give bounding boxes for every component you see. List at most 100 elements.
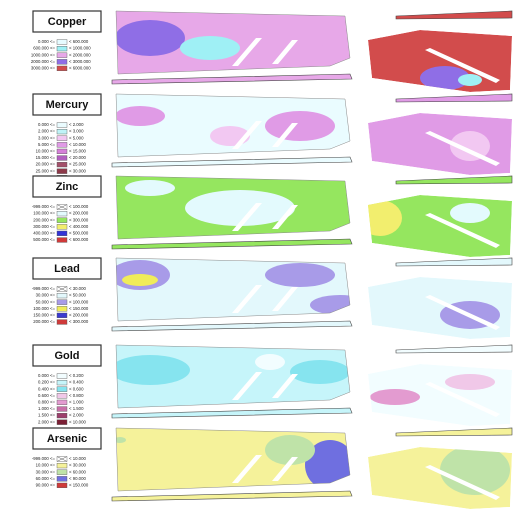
right-map [358, 195, 512, 257]
figure: Copper0.000 <=< 600.000600.000 <=< 1000.… [0, 0, 520, 513]
map-strip [112, 408, 352, 418]
legend-swatch [57, 142, 67, 147]
map-zone [122, 274, 158, 286]
legend-lower: 60.000 <= [36, 476, 56, 481]
legend-swatch [57, 40, 67, 45]
legend-upper: < 2.000 [69, 413, 84, 418]
legend-upper: < 100.000 [69, 204, 89, 209]
legend-swatch [57, 470, 67, 475]
legend-lower: -999.000 <= [32, 456, 56, 461]
legend-lower: -999.000 <= [32, 204, 56, 209]
legend-lower: 0.400 <= [38, 386, 55, 391]
main-map [115, 94, 350, 157]
legend-swatch [57, 400, 67, 405]
legend-upper: < 200.000 [69, 211, 89, 216]
legend-swatch [57, 393, 67, 398]
map-zone [358, 200, 402, 236]
map-strip [112, 74, 352, 84]
legend-upper: < 60.000 [69, 469, 86, 474]
main-map [114, 428, 355, 491]
legend-lower: 2000.000 <= [31, 59, 56, 64]
map-zone [180, 36, 240, 60]
legend-swatch [57, 374, 67, 379]
legend-swatch [57, 46, 67, 51]
legend-lower: 0.800 <= [38, 400, 55, 405]
legend-upper: < 0.200 [69, 373, 84, 378]
legend-lower: 15.000 <= [36, 155, 56, 160]
legend-lower: 1.000 <= [38, 406, 55, 411]
right-strip [396, 176, 512, 184]
legend-upper: < 30.000 [69, 286, 86, 291]
map-strip [112, 491, 352, 501]
legend-lower: 1.500 <= [38, 413, 55, 418]
legend-swatch [57, 420, 67, 425]
legend-lower: 600.000 <= [33, 46, 55, 51]
legend-upper: < 100.000 [69, 299, 89, 304]
legend-lower: -999.000 <= [32, 286, 56, 291]
legend-lower: 10.000 <= [36, 463, 56, 468]
legend-lower: 10.000 <= [36, 149, 56, 154]
map-strip [112, 239, 352, 249]
map-zone [458, 74, 482, 86]
panel-title: Mercury [46, 99, 90, 111]
legend-swatch [57, 387, 67, 392]
legend-upper: < 600.000 [69, 237, 89, 242]
legend-lower: 90.000 <= [36, 483, 56, 488]
map-strip [112, 321, 352, 331]
legend-upper: < 20.000 [69, 155, 86, 160]
right-strip [396, 94, 512, 102]
legend-lower: 0.200 <= [38, 380, 55, 385]
map-zone [114, 437, 126, 443]
legend-lower: 2.000 <= [38, 419, 55, 424]
legend-upper: < 10.000 [69, 142, 86, 147]
map-zone [110, 355, 190, 385]
legend-swatch [57, 149, 67, 154]
panel-title: Lead [54, 263, 80, 275]
right-strip [396, 258, 512, 266]
legend-swatch [57, 224, 67, 229]
legend-upper: < 0.400 [69, 380, 84, 385]
legend-swatch [57, 238, 67, 243]
legend-upper: < 2.000 [69, 122, 84, 127]
map-panel: Zinc-999.000 <=< 100.000100.000 <=< 200.… [32, 176, 512, 257]
legend-upper: < 1.500 [69, 406, 84, 411]
right-map [368, 277, 512, 339]
map-zone [290, 360, 350, 384]
legend-upper: < 200.000 [69, 313, 89, 318]
map-zone [370, 389, 420, 405]
legend-lower: 3000.000 <= [31, 66, 56, 71]
legend-lower: 0.000 <= [38, 39, 55, 44]
legend-lower: 25.000 <= [36, 168, 56, 173]
legend-upper: < 3000.000 [69, 59, 91, 64]
legend-upper: < 500.000 [69, 231, 89, 236]
main-map [115, 11, 350, 74]
legend-upper: < 150.000 [69, 483, 89, 488]
legend-lower: 100.000 <= [33, 306, 55, 311]
legend-lower: 0.000 <= [38, 373, 55, 378]
legend-upper: < 30.000 [69, 463, 86, 468]
right-strip [396, 11, 512, 19]
right-map [368, 113, 512, 175]
legend-upper: < 25.000 [69, 162, 86, 167]
legend-swatch [57, 162, 67, 167]
map-zone [450, 203, 490, 223]
map-zone [265, 111, 335, 141]
legend-swatch [57, 293, 67, 298]
map-zone [310, 295, 370, 315]
legend-lower: 300.000 <= [33, 224, 55, 229]
map-panel: Lead-999.000 <=< 30.00030.000 <=< 50.000… [32, 258, 512, 339]
legend-lower: 0.000 <= [38, 122, 55, 127]
legend-swatch [57, 320, 67, 325]
legend-upper: < 10.000 [69, 419, 86, 424]
legend-swatch [57, 53, 67, 58]
legend-swatch [57, 313, 67, 318]
map-zone [260, 18, 340, 48]
map-zone [125, 180, 175, 196]
legend-swatch [57, 156, 67, 161]
right-map [368, 445, 512, 509]
map-panel: Mercury0.000 <=< 2.0002.000 <=< 3.0003.0… [33, 94, 512, 180]
legend-lower: 200.000 <= [33, 319, 55, 324]
